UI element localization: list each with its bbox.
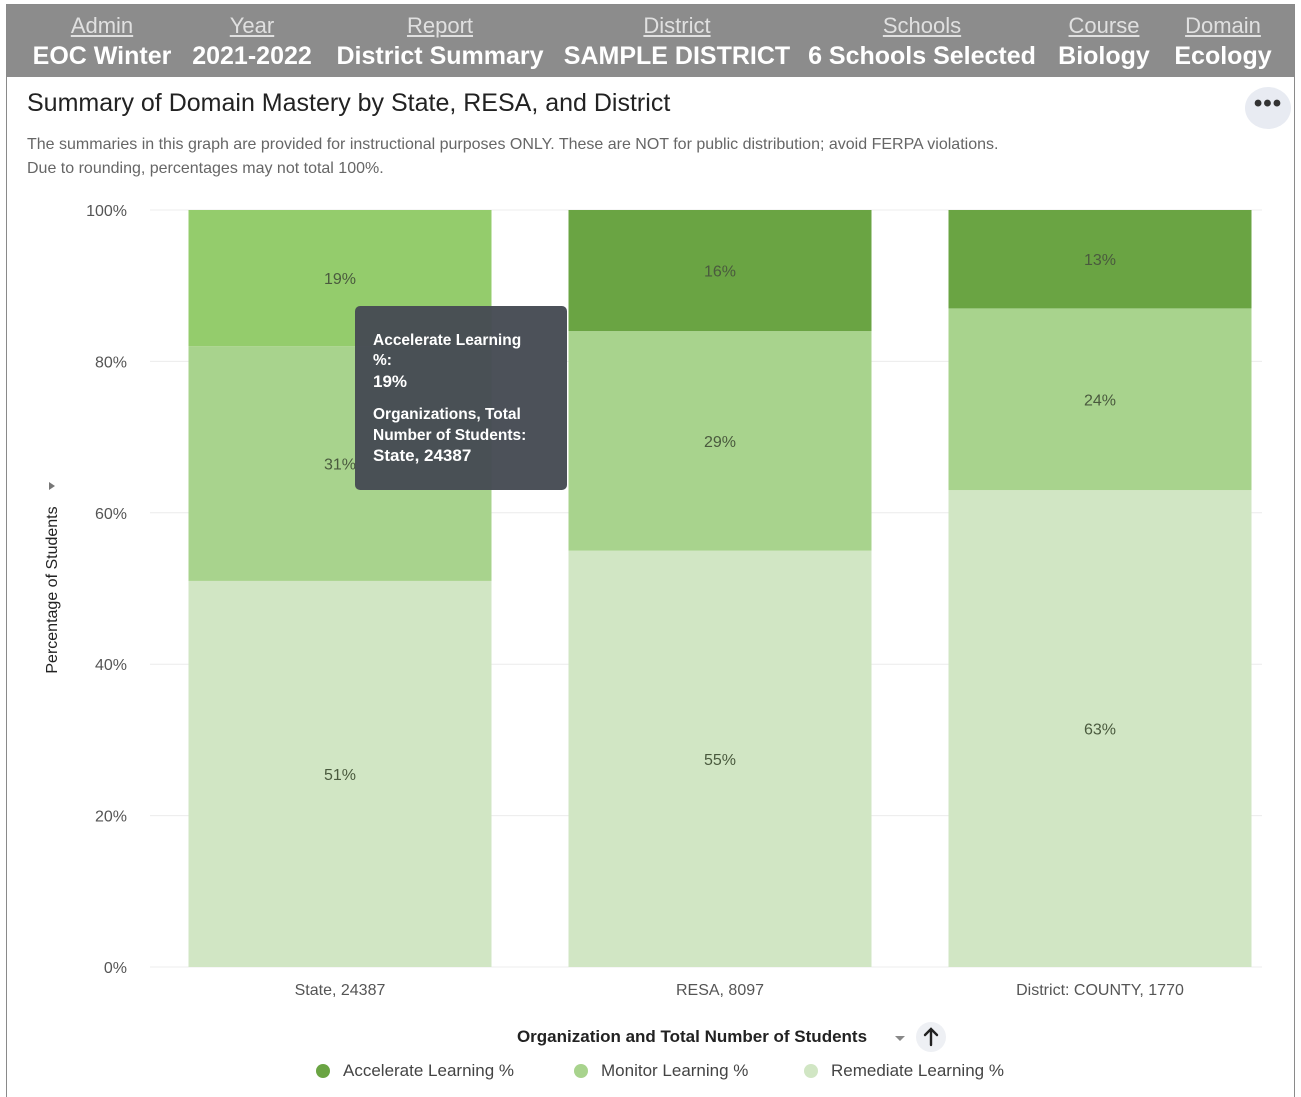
data-label: 24% bbox=[1084, 392, 1116, 409]
filter-admin-label[interactable]: Admin bbox=[70, 13, 134, 38]
tooltip-field-label: Organizations, Total bbox=[373, 406, 521, 423]
y-axis-label: Percentage of Students bbox=[44, 506, 61, 673]
legend-marker[interactable] bbox=[316, 1064, 330, 1078]
x-axis-caret-icon[interactable] bbox=[895, 1036, 905, 1041]
filter-district[interactable]: District SAMPLE DISTRICT bbox=[561, 11, 793, 71]
filter-schools[interactable]: Schools 6 Schools Selected bbox=[803, 11, 1041, 71]
legend-label[interactable]: Accelerate Learning % bbox=[343, 1061, 514, 1080]
y-tick-label: 100% bbox=[86, 203, 127, 220]
x-axis-label: Organization and Total Number of Student… bbox=[517, 1027, 867, 1046]
filter-domain-label[interactable]: Domain bbox=[1185, 13, 1261, 38]
filter-admin-value: EOC Winter bbox=[32, 42, 172, 70]
x-tick-label: RESA, 8097 bbox=[676, 982, 764, 999]
y-tick-label: 60% bbox=[95, 506, 127, 523]
y-tick-label: 0% bbox=[104, 960, 127, 977]
tooltip-box bbox=[355, 306, 567, 490]
data-label: 29% bbox=[704, 434, 736, 451]
legend-label[interactable]: Monitor Learning % bbox=[601, 1061, 748, 1080]
bar-accelerate-learning-2[interactable] bbox=[568, 210, 872, 332]
bar-monitor-learning-2[interactable] bbox=[568, 331, 872, 551]
x-tick-label: District: COUNTY, 1770 bbox=[1016, 982, 1184, 999]
bar-remediate-learning-3[interactable] bbox=[948, 490, 1252, 967]
filter-course-value: Biology bbox=[1058, 42, 1150, 70]
filter-bar: Admin EOC Winter Year 2021-2022 Report D… bbox=[7, 5, 1294, 77]
filter-year-value: 2021-2022 bbox=[192, 42, 312, 70]
chart-title: Summary of Domain Mastery by State, RESA… bbox=[27, 89, 671, 117]
y-tick-label: 40% bbox=[95, 657, 127, 674]
bar-remediate-learning-2[interactable] bbox=[568, 550, 872, 967]
filter-course-label[interactable]: Course bbox=[1068, 13, 1140, 38]
note-line-1: The summaries in this graph are provided… bbox=[27, 136, 999, 153]
data-label: 31% bbox=[324, 457, 356, 474]
bar-accelerate-learning-3[interactable] bbox=[948, 210, 1252, 309]
filter-course[interactable]: Course Biology bbox=[1051, 11, 1157, 71]
y-tick-label: 80% bbox=[95, 354, 127, 371]
tooltip-field-label: Number of Students: bbox=[373, 427, 526, 444]
data-label: 13% bbox=[1084, 252, 1116, 269]
filter-district-label[interactable]: District bbox=[643, 13, 711, 38]
data-label: 19% bbox=[324, 271, 356, 288]
filter-district-value: SAMPLE DISTRICT bbox=[563, 42, 791, 70]
arrow-up-icon bbox=[923, 1027, 939, 1047]
filter-domain[interactable]: Domain Ecology bbox=[1165, 11, 1281, 71]
tooltip-title: Accelerate Learning bbox=[373, 332, 521, 349]
data-label: 16% bbox=[704, 264, 736, 281]
data-label: 63% bbox=[1084, 722, 1116, 739]
more-options-button[interactable]: ••• bbox=[1245, 87, 1291, 129]
data-label: 55% bbox=[704, 752, 736, 769]
bar-remediate-learning-1[interactable] bbox=[188, 580, 492, 967]
legend-marker[interactable] bbox=[574, 1064, 588, 1078]
x-tick-label: State, 24387 bbox=[295, 982, 386, 999]
data-label: 51% bbox=[324, 767, 356, 784]
y-axis-caret-icon bbox=[49, 482, 55, 490]
legend-label[interactable]: Remediate Learning % bbox=[831, 1061, 1004, 1080]
filter-admin[interactable]: Admin EOC Winter bbox=[7, 11, 197, 71]
chart-note: The summaries in this graph are provided… bbox=[27, 133, 1227, 181]
filter-schools-value: 6 Schools Selected bbox=[808, 42, 1036, 70]
tooltip-title-cont: %: bbox=[373, 352, 392, 369]
y-tick-label: 20% bbox=[95, 809, 127, 826]
note-line-2: Due to rounding, percentages may not tot… bbox=[27, 160, 384, 177]
legend-marker[interactable] bbox=[804, 1064, 818, 1078]
filter-report-label[interactable]: Report bbox=[406, 13, 474, 38]
filter-schools-label[interactable]: Schools bbox=[882, 13, 962, 38]
bar-monitor-learning-3[interactable] bbox=[948, 308, 1252, 491]
tooltip-value: 19% bbox=[373, 372, 407, 391]
filter-report-value: District Summary bbox=[336, 42, 544, 70]
more-horizontal-icon: ••• bbox=[1253, 90, 1283, 117]
filter-domain-value: Ecology bbox=[1174, 42, 1272, 70]
filter-year-label[interactable]: Year bbox=[229, 13, 275, 38]
filter-year[interactable]: Year 2021-2022 bbox=[187, 11, 317, 71]
filter-report[interactable]: Report District Summary bbox=[329, 11, 551, 71]
tooltip-field-value: State, 24387 bbox=[373, 446, 471, 465]
